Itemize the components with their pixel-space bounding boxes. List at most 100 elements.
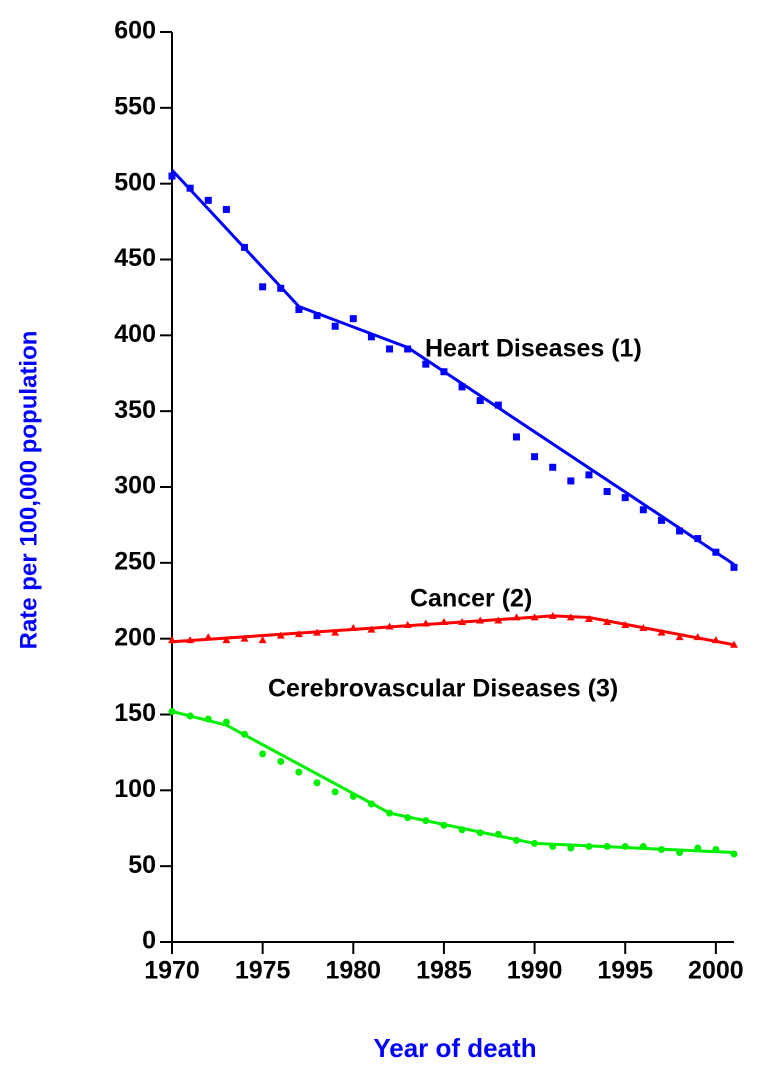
trend-line <box>170 168 735 566</box>
point <box>186 712 194 720</box>
point <box>531 839 539 847</box>
point <box>367 625 376 633</box>
y-tick-label: 50 <box>128 851 156 879</box>
point <box>458 826 466 834</box>
point <box>349 624 358 632</box>
point <box>549 842 557 850</box>
point <box>639 506 647 514</box>
point <box>349 315 357 323</box>
point <box>295 306 303 314</box>
y-tick-label: 350 <box>114 396 156 424</box>
y-tick-label: 100 <box>114 775 156 803</box>
point <box>458 617 467 625</box>
point <box>258 636 267 644</box>
point <box>222 205 230 213</box>
y-tick-label: 600 <box>114 17 156 45</box>
point <box>494 401 502 409</box>
x-tick-label: 1970 <box>144 957 200 985</box>
point <box>168 707 176 715</box>
point <box>241 730 249 738</box>
point <box>567 477 575 485</box>
point <box>367 800 375 808</box>
point <box>331 788 339 796</box>
point <box>313 628 322 636</box>
point <box>385 622 394 630</box>
point <box>711 636 720 644</box>
point <box>657 628 666 636</box>
y-tick-label: 450 <box>114 244 156 272</box>
point <box>621 621 630 629</box>
point <box>421 619 430 627</box>
point <box>277 758 285 766</box>
x-tick-label: 1980 <box>325 957 381 985</box>
point <box>512 613 521 621</box>
trend-line <box>171 710 735 855</box>
x-tick-label: 1990 <box>507 957 563 985</box>
point <box>621 494 629 502</box>
point <box>331 628 340 636</box>
point <box>313 779 321 787</box>
point <box>603 617 612 625</box>
y-tick-label: 250 <box>114 547 156 575</box>
series-label: Cancer (2) <box>410 585 532 613</box>
y-tick-label: 0 <box>142 927 156 955</box>
point <box>494 830 502 838</box>
trend-line <box>171 614 735 647</box>
point <box>730 640 738 648</box>
point <box>204 196 212 204</box>
y-tick-label: 550 <box>114 92 156 120</box>
point <box>240 634 249 642</box>
point <box>621 842 629 850</box>
point <box>567 844 575 852</box>
y-axis-label: Rate per 100,000 population <box>15 331 42 650</box>
point <box>639 624 648 632</box>
y-tick-label: 150 <box>114 699 156 727</box>
point <box>458 383 466 391</box>
x-axis-label: Year of death <box>373 1033 536 1063</box>
point <box>676 527 684 535</box>
series-label: Cerebrovascular Diseases (3) <box>268 675 618 703</box>
point <box>566 613 575 621</box>
point <box>259 750 267 758</box>
point <box>403 621 412 629</box>
point <box>222 636 231 644</box>
point <box>241 243 249 251</box>
point <box>530 613 539 621</box>
point <box>730 850 738 858</box>
point <box>295 768 303 776</box>
point <box>440 368 448 376</box>
point <box>294 630 303 638</box>
point <box>512 433 520 441</box>
point <box>639 842 647 850</box>
point <box>277 284 285 292</box>
point <box>585 842 593 850</box>
point <box>440 821 448 829</box>
point <box>712 845 720 853</box>
point <box>476 397 484 405</box>
point <box>386 345 394 353</box>
point <box>694 535 702 543</box>
point <box>404 814 412 822</box>
y-tick-label: 400 <box>114 320 156 348</box>
point <box>222 718 230 726</box>
point <box>476 829 484 837</box>
x-tick-label: 2000 <box>688 957 744 985</box>
point <box>422 817 430 825</box>
y-tick-label: 200 <box>114 623 156 651</box>
y-tick-label: 300 <box>114 472 156 500</box>
point <box>657 845 665 853</box>
point <box>494 616 503 624</box>
x-tick-label: 1995 <box>597 957 653 985</box>
point <box>730 563 738 571</box>
point <box>584 614 593 622</box>
point <box>476 616 485 624</box>
point <box>168 172 176 180</box>
point <box>349 792 357 800</box>
point <box>204 633 213 641</box>
series-label: Heart Diseases (1) <box>425 335 642 363</box>
point <box>712 548 720 556</box>
point <box>276 631 285 639</box>
x-tick-label: 1985 <box>416 957 472 985</box>
point <box>259 283 267 291</box>
